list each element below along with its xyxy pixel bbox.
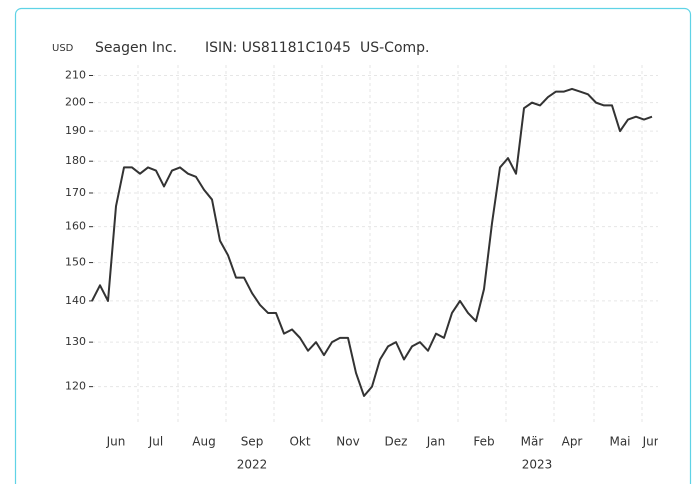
x-tick-label: Jul (148, 435, 163, 449)
x-tick-label: Sep (241, 435, 264, 449)
year-label: 2023 (522, 458, 553, 472)
card (14, 7, 692, 484)
y-tick-label: 210 (65, 68, 86, 81)
x-tick-label: Dez (385, 435, 408, 449)
y-tick-label: 130 (65, 335, 86, 348)
currency: USD (52, 43, 74, 54)
y-tick-label: 160 (65, 220, 86, 233)
y-tick-label: 140 (65, 294, 86, 307)
x-tick-label: Apr (562, 435, 583, 449)
y-tick-label: 170 (65, 186, 86, 199)
y-tick-label: 200 (65, 96, 86, 109)
x-tick-label: Mai (609, 435, 630, 449)
price-line (91, 87, 653, 397)
plot-area: 120 130 140 150 160 170 180 190 200 210 Jun Jul Aug S… (65, 65, 662, 472)
x-tick-label: Jun (106, 435, 126, 449)
isin: ISIN: US81181C1045 (205, 40, 351, 56)
y-tick-label: 190 (65, 124, 86, 137)
exchange: US-Comp. (360, 40, 430, 56)
x-tick-label: Okt (289, 435, 310, 449)
year-label: 2022 (237, 458, 268, 472)
y-tick-label: 180 (65, 154, 86, 167)
chart-title: Seagen Inc. (95, 40, 177, 56)
x-tick-label: Feb (473, 435, 494, 449)
x-tick-label: Jun (642, 435, 662, 449)
x-tick-label: Mär (521, 435, 544, 449)
x-tick-label: Aug (192, 435, 215, 449)
y-tick-label: 120 (65, 380, 86, 393)
y-tick-label: 150 (65, 256, 86, 269)
x-tick-label: Jan (426, 435, 446, 449)
x-tick-label: Nov (336, 435, 359, 449)
